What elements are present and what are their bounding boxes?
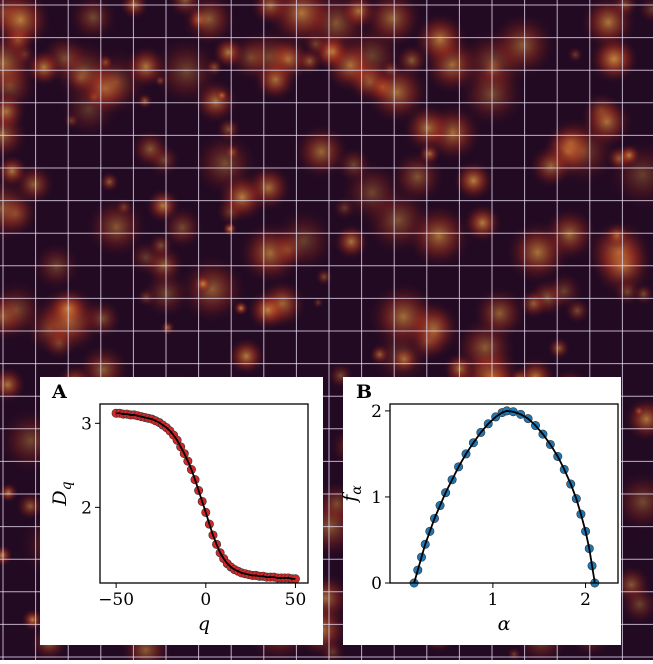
texture-blob — [637, 0, 653, 25]
fit-line — [116, 412, 296, 580]
texture-blob — [322, 38, 378, 93]
panel-a — [40, 377, 323, 645]
texture-blob — [159, 320, 176, 336]
texture-blob — [147, 232, 174, 259]
texture-blob — [624, 396, 653, 442]
y-tick-label: 1 — [371, 488, 382, 508]
texture-blob — [333, 223, 370, 260]
texture-blob — [130, 129, 170, 169]
y-tick-label: 3 — [81, 414, 92, 434]
texture-blob — [604, 222, 630, 249]
y-axis-label: fα — [339, 485, 365, 504]
y-axis-label-sub: q — [59, 481, 75, 490]
texture-blob — [0, 154, 29, 188]
texture-blob — [21, 608, 44, 632]
x-tick-label: 1 — [487, 590, 498, 610]
texture-blob — [312, 296, 325, 309]
y-tick-label: 2 — [81, 498, 92, 518]
texture-blob — [136, 92, 153, 110]
texture-blob — [505, 220, 570, 285]
texture-blob — [0, 290, 28, 343]
texture-blob — [233, 300, 249, 316]
texture-blob — [181, 0, 237, 47]
x-axis-label: q — [198, 613, 210, 635]
texture-blob — [114, 197, 134, 217]
texture-blob — [247, 289, 289, 331]
texture-blob — [472, 286, 527, 341]
texture-blob — [177, 254, 247, 324]
texture-blob — [217, 172, 267, 223]
fit-line — [413, 409, 596, 584]
y-tick-label: 2 — [371, 402, 382, 422]
y-axis-label-main: f — [339, 492, 361, 504]
axes-frame — [99, 403, 309, 584]
texture-blob — [580, 95, 634, 149]
x-tick-label: 50 — [285, 590, 307, 610]
texture-blob — [613, 277, 642, 307]
texture-blob — [567, 46, 584, 64]
texture-blob — [361, 0, 424, 50]
texture-blob — [226, 33, 276, 82]
texture-blob — [528, 144, 574, 189]
texture-blob — [68, 0, 118, 43]
texture-blob — [587, 33, 639, 85]
texture-blob — [98, 171, 120, 193]
texture-blob — [215, 88, 229, 103]
panel-label: A — [51, 381, 67, 403]
x-tick-label: 0 — [200, 590, 211, 610]
y-tick-label: 0 — [371, 574, 382, 594]
texture-blob — [0, 0, 52, 52]
texture-blob — [145, 187, 181, 224]
texture-blob — [0, 482, 19, 503]
texture-blob — [619, 584, 653, 625]
texture-blob — [544, 271, 584, 311]
texture-blob — [0, 366, 27, 404]
texture-blob — [222, 221, 238, 237]
panel-label: B — [356, 381, 372, 403]
texture-blob — [617, 143, 641, 167]
texture-blob — [0, 173, 36, 243]
texture-blob — [193, 274, 213, 294]
x-tick-label: 2 — [580, 590, 591, 610]
texture-blob — [0, 91, 27, 132]
texture-blob — [51, 39, 117, 105]
texture-blob — [271, 207, 337, 274]
panel-b — [343, 377, 621, 645]
y-axis-label-main: D — [49, 490, 71, 506]
texture-blob — [335, 146, 373, 184]
texture-blob — [453, 160, 494, 201]
axes-frame — [389, 403, 619, 584]
texture-blob — [319, 639, 346, 664]
texture-blob — [15, 491, 45, 521]
texture-blob — [379, 59, 402, 81]
texture-blob — [364, 59, 430, 125]
texture-blob — [547, 336, 571, 360]
texture-blob — [489, 11, 557, 79]
texture-blob — [406, 203, 472, 269]
texture-blob — [266, 0, 338, 49]
texture-blob — [314, 267, 334, 287]
texture-blob — [227, 337, 266, 376]
texture-blob — [368, 281, 439, 352]
texture-blob — [632, 404, 646, 418]
texture-blob — [151, 35, 222, 107]
texture-blob — [63, 112, 80, 129]
texture-blob — [369, 344, 390, 365]
x-tick-label: −50 — [98, 590, 134, 610]
y-axis-label: Dq — [49, 481, 75, 506]
texture-blob — [215, 116, 242, 143]
x-axis-label: α — [498, 613, 511, 635]
y-axis-label-sub: α — [349, 485, 365, 495]
